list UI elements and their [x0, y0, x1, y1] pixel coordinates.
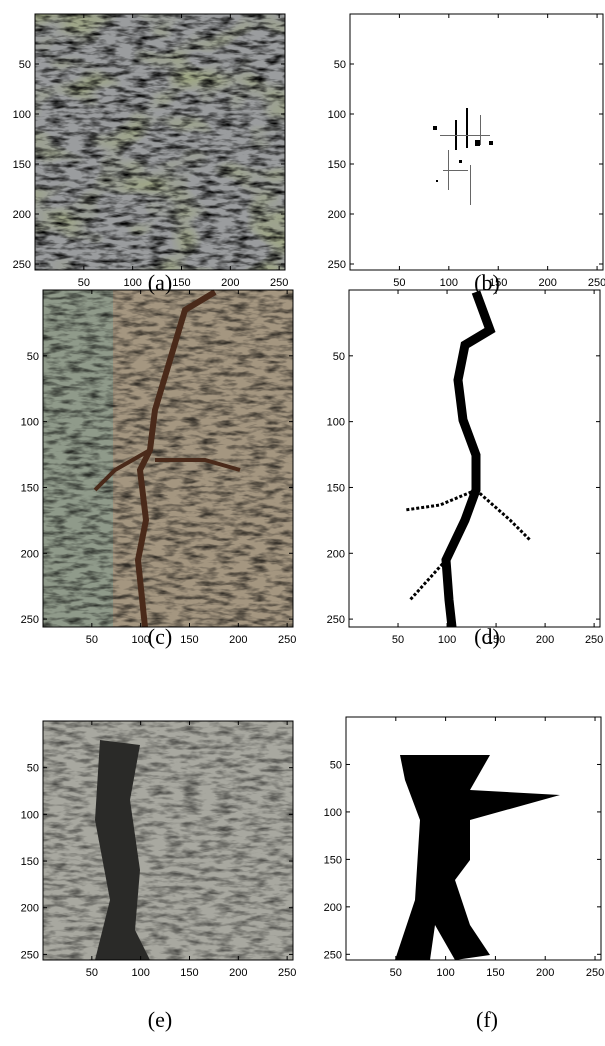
x-tick-label: 200: [229, 634, 247, 646]
y-tick-label: 100: [13, 109, 31, 121]
image-a: [35, 14, 285, 270]
y-tick-label: 50: [330, 759, 342, 771]
image-e: [43, 721, 293, 960]
panel-label: (e): [148, 1007, 172, 1032]
y-tick-label: 50: [19, 59, 31, 71]
x-tick-label: 100: [436, 967, 454, 979]
y-tick-label: 150: [21, 856, 39, 868]
y-tick-label: 250: [21, 949, 39, 961]
y-tick-label: 200: [328, 209, 346, 221]
panel-label: (a): [148, 270, 172, 295]
x-tick-label: 200: [536, 634, 554, 646]
x-tick-label: 200: [229, 967, 247, 979]
y-tick-label: 100: [327, 417, 345, 429]
y-tick-label: 100: [21, 809, 39, 821]
y-tick-label: 150: [324, 854, 342, 866]
y-tick-label: 200: [21, 548, 39, 560]
y-tick-label: 150: [327, 482, 345, 494]
y-tick-label: 200: [13, 209, 31, 221]
y-tick-label: 250: [324, 949, 342, 961]
y-tick-label: 200: [21, 903, 39, 915]
y-tick-label: 100: [21, 417, 39, 429]
x-tick-label: 250: [278, 634, 296, 646]
y-tick-label: 150: [328, 159, 346, 171]
x-tick-label: 50: [390, 967, 402, 979]
panel-label: (d): [474, 624, 500, 649]
mask-d: [405, 292, 530, 627]
image-c: [43, 290, 293, 627]
x-tick-label: 150: [486, 967, 504, 979]
x-tick-label: 50: [86, 634, 98, 646]
panel-label: (c): [148, 624, 172, 649]
x-tick-label: 50: [86, 967, 98, 979]
y-tick-label: 250: [327, 614, 345, 626]
x-tick-label: 100: [123, 277, 141, 289]
x-tick-label: 100: [440, 277, 458, 289]
y-tick-label: 200: [324, 902, 342, 914]
y-tick-label: 250: [21, 614, 39, 626]
x-tick-label: 200: [538, 277, 556, 289]
y-tick-label: 100: [324, 807, 342, 819]
axes-box: [346, 717, 601, 960]
x-tick-label: 250: [278, 967, 296, 979]
x-tick-label: 200: [221, 277, 239, 289]
y-tick-label: 200: [327, 548, 345, 560]
mask-f: [395, 755, 560, 960]
y-tick-label: 150: [13, 159, 31, 171]
y-tick-label: 50: [334, 59, 346, 71]
y-tick-label: 50: [27, 351, 39, 363]
x-tick-label: 50: [78, 277, 90, 289]
x-tick-label: 250: [586, 967, 604, 979]
figure: 50 100 150 200 250 50 100 150 200 250 (a) 50 100 150 2…: [0, 0, 605, 1046]
y-tick-label: 50: [333, 351, 345, 363]
x-tick-label: 150: [180, 967, 198, 979]
x-tick-label: 250: [588, 277, 605, 289]
x-tick-label: 100: [438, 634, 456, 646]
x-tick-label: 50: [393, 277, 405, 289]
y-tick-label: 150: [21, 482, 39, 494]
x-tick-label: 100: [131, 967, 149, 979]
mask-b: [433, 108, 493, 205]
y-tick-label: 100: [328, 109, 346, 121]
panel-label: (f): [476, 1007, 498, 1032]
x-tick-label: 150: [180, 634, 198, 646]
x-tick-label: 150: [172, 277, 190, 289]
y-tick-label: 250: [328, 259, 346, 271]
x-tick-label: 250: [585, 634, 603, 646]
x-tick-label: 200: [536, 967, 554, 979]
x-tick-label: 50: [392, 634, 404, 646]
y-tick-label: 50: [27, 763, 39, 775]
y-tick-label: 250: [13, 259, 31, 271]
x-tick-label: 250: [270, 277, 288, 289]
